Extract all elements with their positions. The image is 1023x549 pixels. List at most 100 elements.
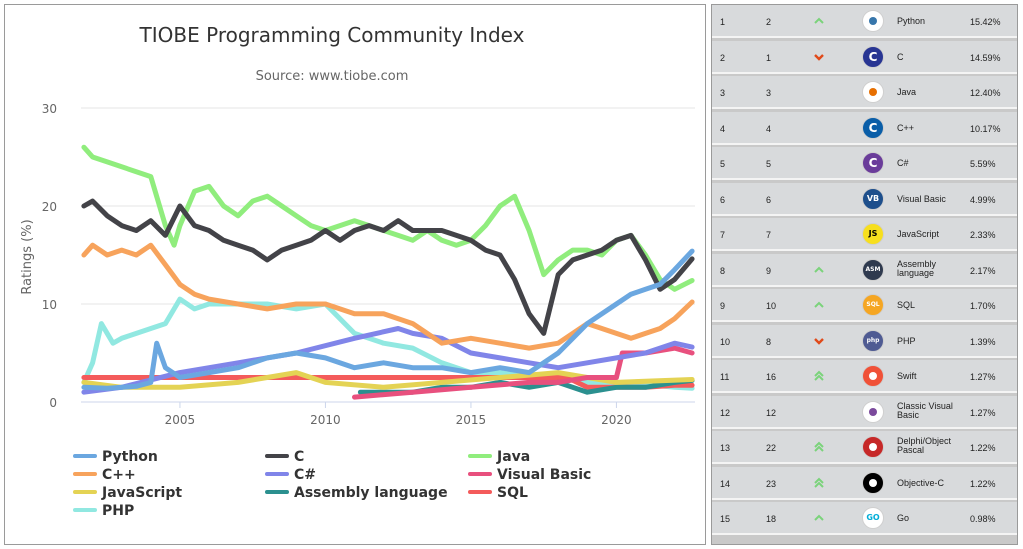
language-name: C — [897, 51, 904, 62]
rating-value: 4.99% — [970, 194, 996, 205]
rank-current: 6 — [720, 194, 726, 205]
chart-panel: TIOBE Programming Community Index Source… — [4, 4, 706, 545]
rank-current: 8 — [720, 265, 726, 276]
rating-value: 0.98% — [970, 514, 996, 524]
legend-item-python[interactable]: Python — [73, 449, 158, 465]
logo-text: php — [866, 336, 880, 344]
rating-value: 1.70% — [970, 301, 996, 311]
legend-label: C — [294, 449, 304, 465]
logo-mark — [869, 478, 877, 487]
legend-label: C++ — [102, 467, 136, 483]
logo-mark — [869, 443, 877, 451]
sql-logo-icon: SQL — [862, 294, 884, 316]
rating-value: 15.42% — [970, 17, 1001, 27]
rank-current: 10 — [720, 336, 731, 347]
logo-mark — [869, 88, 877, 96]
ranking-row: 12 12 Classic Visual Basic 1.27% — [712, 395, 1017, 429]
rank-previous: 16 — [766, 372, 777, 382]
legend-item-c[interactable]: C++ — [73, 467, 136, 483]
ranking-row: 15 18 GO Go 0.98% — [712, 502, 1017, 535]
change-down-icon — [812, 49, 826, 65]
ranking-row: 3 3 Java 12.40% — [712, 76, 1017, 109]
logo-text: GO — [866, 513, 880, 522]
language-name: Python — [897, 16, 926, 26]
rank-current: 3 — [720, 88, 726, 98]
ranking-row: 6 6 VB Visual Basic 4.99% — [712, 182, 1017, 216]
legend-label: Java — [496, 449, 530, 465]
rating-value: 1.27% — [970, 372, 996, 382]
language-name: Assembly language — [897, 258, 937, 278]
rating-value: 2.33% — [970, 230, 996, 240]
legend-label: Python — [102, 449, 158, 465]
legend-label: PHP — [102, 503, 134, 519]
rank-previous: 2 — [766, 17, 772, 27]
legend-item-visual-basic[interactable]: Visual Basic — [468, 467, 591, 483]
rank-previous: 6 — [766, 194, 772, 205]
rank-previous: 3 — [766, 88, 772, 98]
csharp-logo-icon: C — [862, 152, 884, 174]
rating-value: 5.59% — [970, 159, 996, 169]
legend-item-assembly-language[interactable]: Assembly language — [265, 485, 448, 501]
language-name: Java — [897, 87, 917, 97]
language-name: JavaScript — [897, 229, 940, 239]
change-up-icon — [812, 262, 826, 278]
rank-previous: 5 — [766, 159, 772, 169]
language-name: Swift — [897, 371, 917, 381]
rank-previous: 22 — [766, 443, 777, 453]
rating-value: 12.40% — [970, 88, 1001, 98]
change-up-icon — [812, 297, 826, 313]
change-none-icon — [812, 84, 826, 100]
rank-current: 7 — [720, 230, 726, 240]
chart-subtitle: Source: www.tiobe.com — [256, 69, 409, 84]
rating-value: 1.27% — [970, 407, 996, 418]
ranking-row: 8 9 ASM Assembly language 2.17% — [712, 253, 1017, 287]
legend-label: Visual Basic — [497, 467, 591, 483]
language-name: C# — [897, 158, 909, 168]
delphi-logo-icon — [862, 436, 884, 458]
rank-previous: 4 — [766, 123, 772, 134]
rank-previous: 1 — [766, 52, 772, 63]
y-tick-labels: 0 10 20 30 — [42, 102, 57, 410]
legend-item-c[interactable]: C — [265, 449, 304, 465]
ranking-row: 1 2 Python 15.42% — [712, 5, 1017, 38]
rank-current: 4 — [720, 123, 726, 134]
x-tick-labels: 2005 2010 2015 2020 — [165, 402, 632, 427]
y-tick-10: 10 — [42, 298, 57, 312]
legend-item-java[interactable]: Java — [468, 449, 530, 465]
series-line-python — [81, 248, 695, 391]
rating-value: 2.17% — [970, 265, 996, 276]
rating-value: 10.17% — [970, 123, 1001, 134]
rank-previous: 8 — [766, 336, 772, 347]
legend-label: Assembly language — [294, 485, 448, 501]
series-line-javascript — [81, 370, 695, 390]
ranking-row: 4 4 C C++ 10.17% — [712, 111, 1017, 145]
go-logo-icon: GO — [862, 507, 884, 529]
logo-mark — [869, 407, 877, 416]
language-name: SQL — [897, 300, 916, 310]
rank-current: 12 — [720, 407, 731, 418]
legend-item-sql[interactable]: SQL — [468, 485, 528, 501]
logo-mark — [869, 17, 877, 25]
language-name: Objective-C — [897, 477, 945, 488]
logo-text: C — [868, 156, 878, 170]
x-tick-2010: 2010 — [310, 413, 341, 427]
rank-previous: 18 — [766, 514, 777, 524]
rank-previous: 23 — [766, 478, 777, 489]
legend-item-c[interactable]: C# — [265, 467, 316, 483]
ranking-row: 5 5 C C# 5.59% — [712, 147, 1017, 180]
logo-text: VB — [866, 193, 880, 203]
php-logo-icon: php — [862, 329, 884, 352]
series-line-c — [81, 198, 695, 336]
rank-current: 13 — [720, 443, 731, 453]
assembly-logo-icon: ASM — [862, 258, 884, 281]
change-none-icon — [812, 120, 826, 136]
rating-value: 1.39% — [970, 336, 996, 347]
rank-current: 15 — [720, 514, 731, 524]
legend-item-javascript[interactable]: JavaScript — [73, 485, 182, 501]
ranking-row: 9 10 SQL SQL 1.70% — [712, 289, 1017, 322]
logo-text: ASM — [865, 265, 881, 273]
legend-item-php[interactable]: PHP — [73, 503, 134, 519]
logo-text: JS — [868, 229, 878, 238]
language-name: PHP — [897, 335, 916, 346]
y-tick-20: 20 — [42, 200, 57, 214]
